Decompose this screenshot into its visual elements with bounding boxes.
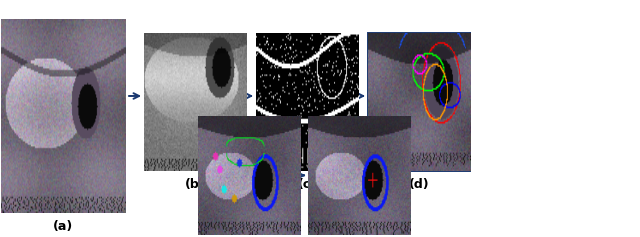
Text: (a): (a) (52, 220, 73, 233)
Text: (c): (c) (298, 178, 317, 191)
Bar (368, 33, 470, 171)
Text: (d): (d) (409, 178, 429, 191)
Text: (b): (b) (185, 178, 205, 191)
